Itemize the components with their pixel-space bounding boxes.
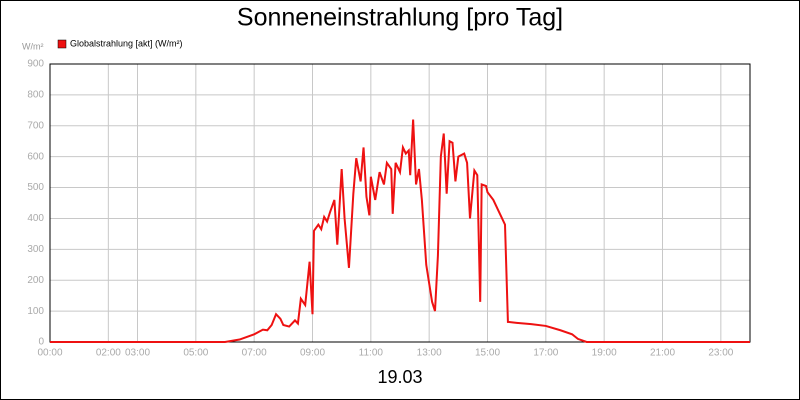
plot-area: [49, 63, 751, 343]
y-tick-label: 900: [27, 59, 44, 70]
y-axis-label: W/m²: [22, 41, 44, 51]
y-tick-label: 500: [27, 182, 44, 193]
x-tick-label: 23:00: [708, 348, 733, 359]
legend-swatch: [57, 39, 67, 49]
y-tick-label: 100: [27, 306, 44, 317]
x-tick-label: 15:00: [475, 348, 500, 359]
x-axis-label: 19.03: [377, 367, 422, 387]
y-tick-label: 200: [27, 275, 44, 286]
x-tick-label: 13:00: [417, 348, 442, 359]
x-tick-label: 03:00: [125, 348, 150, 359]
y-tick-label: 600: [27, 151, 44, 162]
y-tick-label: 700: [27, 120, 44, 131]
data-line: [50, 119, 750, 343]
y-tick-label: 300: [27, 244, 44, 255]
y-tick-label: 800: [27, 90, 44, 101]
x-tick-label: 00:00: [37, 348, 62, 359]
x-tick-label: 21:00: [650, 348, 675, 359]
chart-title: Sonneneinstrahlung [pro Tag]: [237, 4, 563, 32]
x-tick-label: 11:00: [359, 348, 384, 359]
x-tick-label: 19:00: [592, 348, 617, 359]
y-tick-label: 400: [27, 213, 44, 224]
y-tick-label: 0: [38, 337, 44, 348]
x-tick-label: 07:00: [242, 348, 267, 359]
x-tick-label: 09:00: [300, 348, 325, 359]
x-tick-label: 02:00: [96, 348, 121, 359]
x-tick-label: 17:00: [533, 348, 558, 359]
legend-label: Globalstrahlung [akt] (W/m²): [70, 38, 183, 48]
x-tick-label: 05:00: [183, 348, 208, 359]
